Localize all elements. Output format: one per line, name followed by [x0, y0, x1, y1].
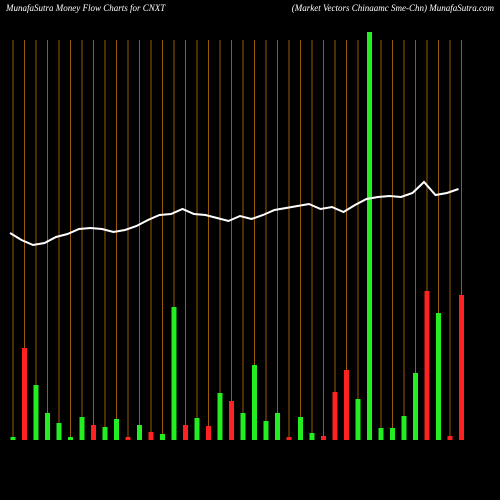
bar [10, 437, 16, 440]
bar [148, 432, 154, 440]
bar [125, 437, 131, 440]
chart-subtitle: (Market Vectors Chinaamc Sme-Chn) Munafa… [292, 3, 495, 13]
bar [459, 295, 464, 440]
bars [10, 32, 464, 440]
flow-line [9, 180, 459, 247]
bar [298, 417, 303, 440]
bar [263, 421, 269, 440]
bar [183, 425, 188, 440]
bar [424, 291, 430, 440]
bar [160, 434, 165, 440]
bar [68, 437, 73, 440]
bar [367, 32, 372, 440]
bar [344, 370, 349, 440]
bar [206, 426, 211, 440]
bar [321, 436, 326, 440]
bar [275, 413, 280, 440]
bar [252, 365, 257, 440]
bar [413, 373, 418, 440]
bar [56, 423, 62, 440]
bar [332, 392, 338, 440]
line-layer [9, 180, 459, 247]
bar [447, 436, 453, 440]
bar [137, 425, 142, 440]
bar [194, 418, 200, 440]
bar [217, 393, 223, 440]
bar [401, 416, 407, 440]
chart-title: MunafaSutra Money Flow Charts for CNXT [5, 3, 166, 13]
bar [33, 385, 39, 440]
bar [436, 313, 441, 440]
bar [45, 413, 50, 440]
bar [79, 417, 85, 440]
bar [309, 433, 315, 440]
bar [22, 348, 27, 440]
bar [102, 427, 108, 440]
bar [240, 413, 246, 440]
bar [229, 401, 234, 440]
bar [355, 399, 361, 440]
bar [286, 437, 292, 440]
bar [91, 425, 96, 440]
bar [171, 307, 177, 440]
bar [114, 419, 119, 440]
bar [378, 428, 384, 440]
bar [390, 428, 395, 440]
